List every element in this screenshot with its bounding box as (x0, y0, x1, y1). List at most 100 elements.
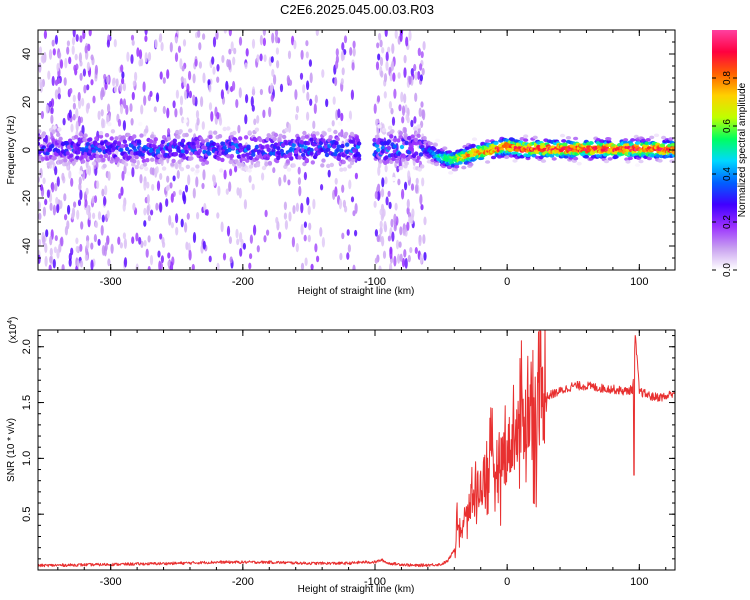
spectrogram-cell (212, 174, 216, 182)
spectrogram-cell (238, 36, 243, 46)
spectrogram-cell (132, 202, 136, 211)
spectrogram-cell (382, 250, 387, 259)
spectrogram-cell (183, 194, 187, 205)
spectrogram-cell (408, 75, 412, 85)
spectrogram-cell (78, 156, 84, 161)
spectrogram-cell (387, 190, 391, 198)
spectrogram-cell (295, 105, 300, 114)
spectrogram-cell (607, 157, 613, 161)
spectrogram-cell (175, 213, 179, 224)
spectrogram-cell (270, 94, 274, 102)
spectrogram-cell (246, 144, 251, 149)
spectrogram-cell (337, 121, 343, 126)
spectrogram-cell (58, 51, 62, 59)
spectrogram-cell (531, 153, 537, 158)
spectrogram-cell (48, 49, 53, 60)
spectrogram-cell (303, 145, 308, 150)
spectrogram-cell (414, 141, 419, 146)
spectrogram-cell (222, 126, 227, 132)
spectrogram-cell (393, 213, 397, 224)
spectrogram-cell (380, 149, 386, 154)
spectrogram-cell (167, 252, 171, 259)
spectrogram-cell (352, 210, 356, 217)
spectrogram-cell (416, 133, 421, 138)
spectrogram-cell (261, 172, 265, 181)
spectrogram-cell (256, 54, 260, 63)
spectrogram-cell (197, 30, 201, 38)
spectrogram-cell (167, 128, 171, 136)
spectrogram-cell (272, 167, 276, 174)
spectrogram-cell (275, 216, 279, 224)
spectrogram-cell (53, 246, 58, 254)
spectrogram-cell (70, 177, 74, 187)
spectrogram-cell (54, 165, 58, 176)
spectrogram-cell (331, 120, 335, 127)
spectrogram-cell (223, 169, 227, 180)
spectrogram-cell (417, 167, 422, 172)
spectrogram-cell (352, 47, 356, 57)
spectrogram-cell (245, 48, 249, 57)
spectrogram-cell (229, 168, 233, 177)
spectrogram-cell (123, 238, 127, 249)
spectrogram-cell (245, 158, 250, 163)
spectrogram-cell (259, 34, 263, 46)
spectrogram-cell (73, 134, 79, 140)
spectrogram-cell (401, 116, 405, 124)
spectrogram-cell (341, 67, 345, 76)
spectrogram-cell (156, 180, 161, 192)
spectrogram-cell (144, 128, 149, 133)
spectrogram-cell (100, 224, 104, 236)
spectrogram-cell (49, 255, 53, 264)
spectrogram-cell (138, 49, 143, 60)
spectrogram-cell (230, 41, 234, 52)
spectrogram-cell (86, 240, 90, 250)
spectrogram-cell (315, 131, 320, 136)
spectrogram-cell (75, 120, 79, 132)
spectrogram-cell (107, 103, 111, 113)
spectrogram-cell (121, 77, 125, 85)
spectrogram-cell (380, 188, 385, 198)
spectrogram-cell (162, 105, 166, 115)
spectrogram-cell (268, 151, 274, 156)
spectrogram-cell (204, 138, 210, 143)
spectrogram-cell (377, 124, 382, 129)
spectrogram-cell (292, 205, 296, 215)
spectrogram-cell (394, 202, 398, 211)
spectrogram-cell (179, 58, 183, 70)
spectrogram-cell (406, 221, 410, 231)
spectrogram-cell (309, 147, 314, 153)
spectrogram-cell (98, 154, 104, 159)
spectrogram-cell (69, 87, 73, 94)
spectrogram-cell (327, 127, 332, 133)
spectrogram-cell (126, 132, 131, 138)
spectrogram-cell (448, 171, 454, 175)
spectrogram-cell (215, 30, 219, 40)
spectrogram-cell (38, 212, 42, 221)
spectrogram-cell (308, 59, 312, 67)
spectrogram-cell (247, 168, 252, 173)
snr-series-line (38, 330, 675, 568)
spectrogram-cell (346, 118, 351, 123)
colorbar-tick-label: 0.6 (722, 119, 733, 133)
spectrogram-cell (119, 83, 123, 92)
spectrogram-cell (125, 146, 130, 152)
spectrogram-cell (136, 159, 140, 166)
spectrogram-cell (245, 93, 249, 104)
spectrogram-cell (182, 155, 187, 160)
spectrogram-cell (237, 124, 241, 134)
spectrogram-cell (93, 195, 98, 204)
spectrogram-cell (145, 158, 150, 163)
colorbar-gradient (712, 30, 737, 270)
spectrogram-cell (155, 202, 159, 211)
spectrogram-cell (634, 163, 641, 167)
spectrogram-cell (134, 71, 138, 82)
spectrogram-cell (352, 264, 356, 270)
spectrogram-cell (228, 48, 232, 55)
spectrogram-cell (254, 144, 260, 150)
spectrogram-cell (79, 259, 84, 268)
spectrogram-cell (195, 109, 200, 119)
spectrogram-cell (67, 164, 71, 171)
spectrogram-cell (391, 231, 395, 242)
spectrogram-cell (573, 156, 579, 161)
spectrogram-cell (142, 81, 146, 93)
